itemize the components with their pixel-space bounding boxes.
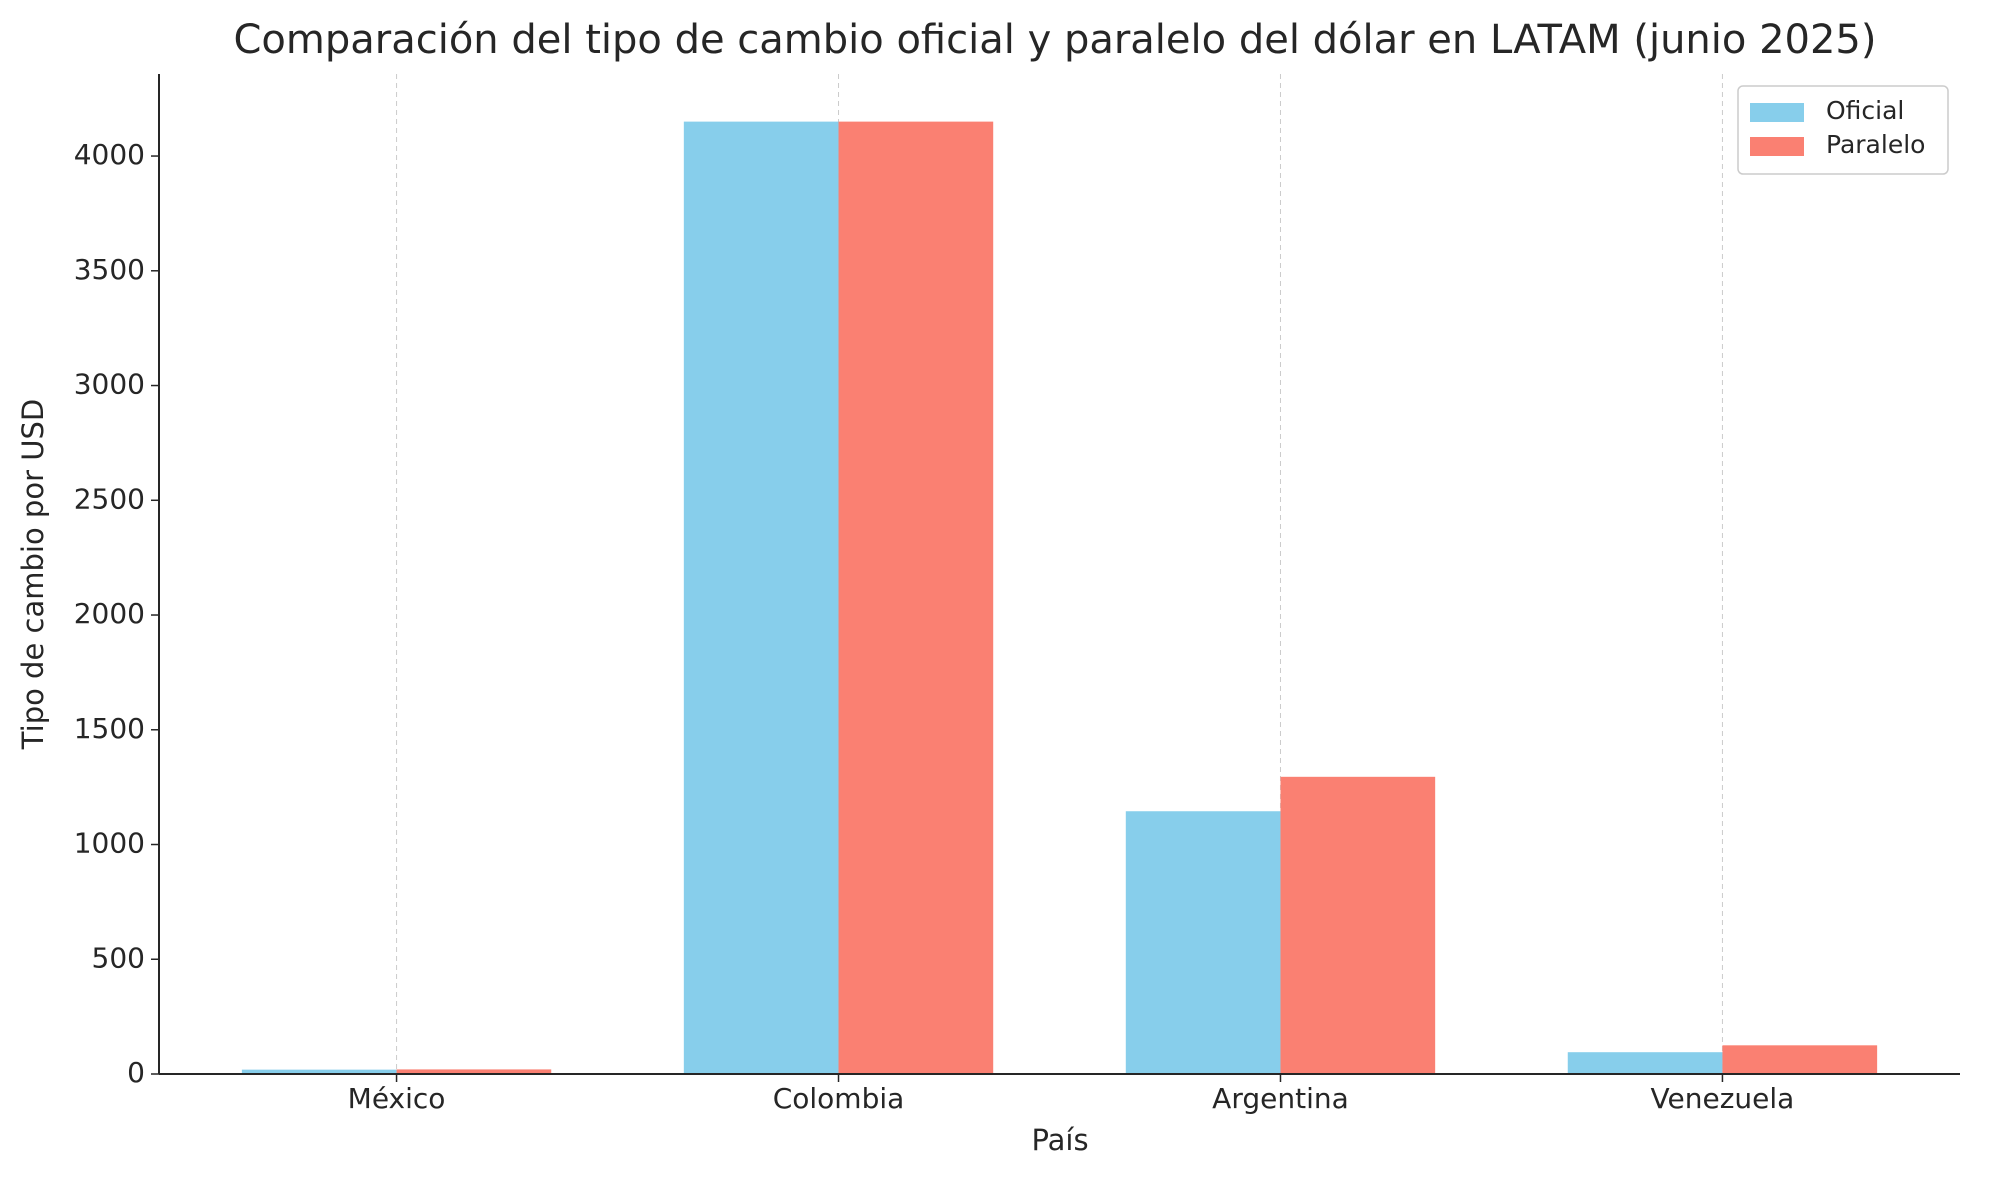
x-axis-label: País: [1031, 1123, 1088, 1157]
bar: [1125, 811, 1281, 1074]
y-tick-label: 3000: [74, 368, 145, 401]
bar: [838, 121, 994, 1075]
x-tick-label: Venezuela: [1651, 1082, 1795, 1115]
legend-label: Oficial: [1826, 96, 1904, 125]
bar: [683, 121, 839, 1075]
chart-title: Comparación del tipo de cambio oficial y…: [234, 17, 1877, 63]
bar: [1280, 776, 1436, 1074]
y-tick-label: 3500: [74, 253, 145, 286]
y-tick-label: 0: [127, 1056, 145, 1089]
legend-swatch: [1750, 103, 1804, 122]
y-tick-label: 1500: [74, 712, 145, 745]
bar: [1722, 1045, 1878, 1074]
y-tick-label: 2000: [74, 597, 145, 630]
bar: [241, 1069, 397, 1074]
bar: [1567, 1052, 1723, 1074]
y-tick-label: 500: [92, 941, 145, 974]
legend-swatch: [1750, 137, 1804, 156]
bar: [396, 1069, 552, 1074]
x-tick-label: Colombia: [773, 1082, 905, 1115]
x-tick-label: México: [348, 1082, 446, 1115]
y-tick-label: 1000: [74, 827, 145, 860]
y-tick-label: 4000: [74, 138, 145, 171]
legend-label: Paralelo: [1826, 130, 1925, 159]
y-tick-label: 2500: [74, 482, 145, 515]
x-tick-label: Argentina: [1212, 1082, 1349, 1115]
y-axis-label: Tipo de cambio por USD: [16, 399, 50, 750]
